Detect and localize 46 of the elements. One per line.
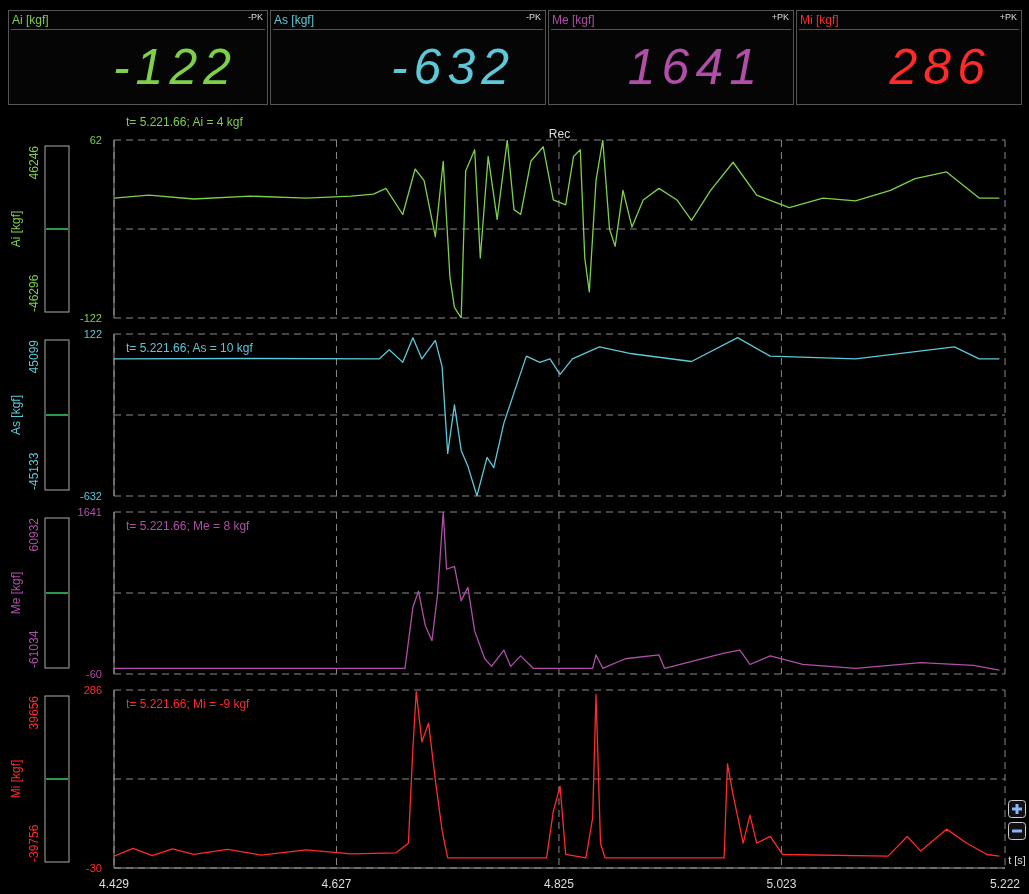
line-series: [114, 337, 1001, 496]
chart-title: Rec: [548, 127, 571, 141]
y-axis-title: As [kgf]: [9, 394, 23, 436]
text: -46296: [27, 274, 41, 312]
text: As [kgf]: [274, 13, 315, 27]
y-tick-label: -632: [79, 489, 102, 502]
y-axis-title: Ai [kgf]: [9, 210, 23, 248]
text: 286: [889, 38, 991, 97]
y-tick-label: 122: [83, 327, 102, 340]
text: +PK: [999, 12, 1017, 22]
text: -45133: [27, 452, 41, 490]
annotation: t= 5.221.66; Mi = -9 kgf: [126, 697, 251, 711]
text: 39656: [27, 695, 41, 730]
x-tick-label: 4.825: [543, 877, 575, 891]
x-tick-label: 5.222: [989, 877, 1021, 891]
line-series: [114, 140, 1001, 318]
y-tick-label: -60: [86, 667, 102, 680]
text: 45099: [27, 339, 41, 374]
annotation: t= 5.221.66; As = 10 kgf: [126, 341, 254, 355]
y-tick-label: 286: [83, 683, 102, 696]
y-tick-label: -122: [79, 311, 102, 324]
text: Ai [kgf]: [12, 13, 49, 27]
text: -61034: [27, 630, 41, 668]
line-series: [114, 691, 1001, 859]
text: -39756: [27, 824, 41, 862]
text: +PK: [771, 12, 789, 22]
x-tick-label: 4.627: [321, 877, 352, 891]
text: 46246: [27, 145, 41, 180]
y-axis-title: Mi [kgf]: [9, 759, 23, 799]
text: -PK: [525, 12, 541, 22]
y-tick-label: -30: [86, 861, 102, 874]
y-tick-label: 1641: [77, 505, 102, 518]
text: Me [kgf]: [552, 13, 595, 27]
y-axis-title: Me [kgf]: [9, 571, 23, 615]
x-tick-label: 4.429: [98, 877, 130, 891]
text: 60932: [27, 517, 41, 552]
y-tick-label: 62: [89, 133, 102, 146]
x-tick-label: 5.023: [766, 877, 797, 891]
text: -632: [390, 38, 515, 97]
x-axis-title: t [s]: [1008, 854, 1026, 866]
text: t= 5.221.66; Ai = 4 kgf: [126, 115, 244, 129]
text: -PK: [247, 12, 263, 22]
line-series: [114, 512, 1001, 671]
annotation: t= 5.221.66; Me = 8 kgf: [126, 519, 251, 533]
text: Mi [kgf]: [800, 13, 839, 27]
text: 1641: [627, 38, 763, 97]
